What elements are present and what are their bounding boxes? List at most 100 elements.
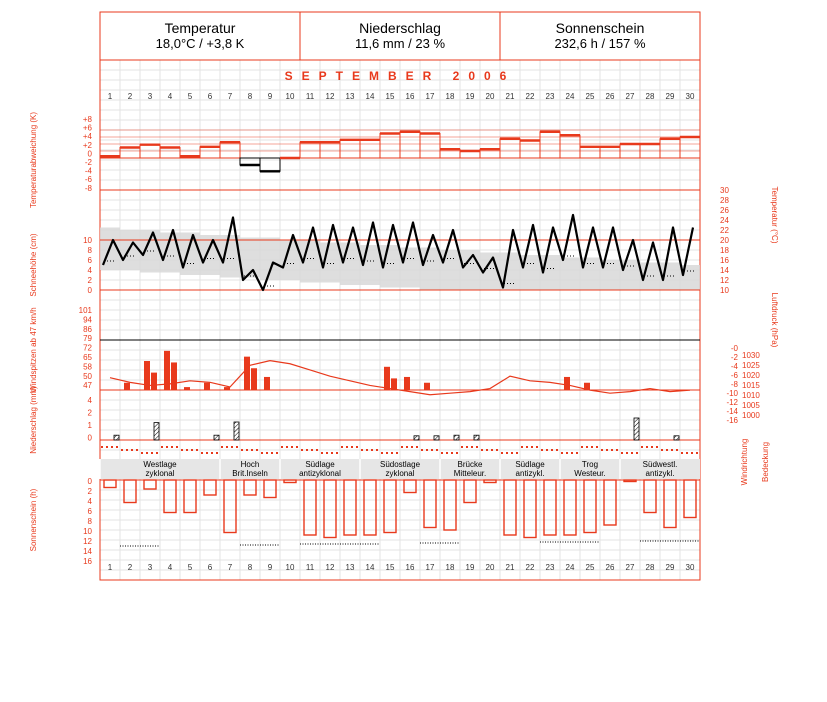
- temp-dev-bar: [399, 131, 421, 159]
- wind-direction-dot: [671, 449, 673, 451]
- header-sunshine-title: Sonnenschein: [555, 20, 645, 36]
- precip-bar: [453, 434, 460, 441]
- sun-bar: [503, 479, 517, 536]
- precip-bar: [113, 434, 120, 441]
- wind-direction-dot: [471, 446, 473, 448]
- wind-tick: 79: [83, 334, 92, 343]
- sun-bar: [363, 479, 377, 536]
- wind-direction-dot: [691, 452, 693, 454]
- wind-direction-dot: [196, 449, 198, 451]
- precip-bar: [673, 435, 680, 441]
- wind-bar: [391, 378, 397, 390]
- sun-bar: [103, 479, 117, 489]
- sun-tick: 8: [88, 517, 93, 526]
- wind-direction-dot: [501, 452, 503, 454]
- temp-dev-tick: +2: [83, 141, 93, 150]
- wind-direction-dot: [661, 449, 663, 451]
- wind-direction-dot: [411, 446, 413, 448]
- temp-dev-tick: -6: [85, 175, 93, 184]
- day-label-bottom: 10: [286, 563, 295, 572]
- snow-tick: 0: [88, 286, 93, 295]
- day-label-bottom: 13: [346, 563, 355, 572]
- temp-tick: 18: [720, 246, 729, 255]
- temp-line: [101, 213, 695, 292]
- sun-bar: [683, 479, 697, 519]
- wind-tick: 58: [83, 362, 92, 371]
- wind-direction-dot: [366, 449, 368, 451]
- temp-dev-tick: -2: [85, 158, 93, 167]
- wind-direction-dot: [206, 452, 208, 454]
- wind-direction-dot: [356, 446, 358, 448]
- wind-direction-dot: [311, 449, 313, 451]
- wind-direction-dot: [306, 449, 308, 451]
- wind-direction-dot: [426, 449, 428, 451]
- wind-direction-dot: [276, 452, 278, 454]
- pressure-dev-tick: -8: [731, 380, 739, 389]
- day-label-bottom: 22: [526, 563, 535, 572]
- weather-type-label: Brit.Inseln: [232, 469, 268, 478]
- day-label-top: 24: [566, 92, 575, 101]
- day-label-bottom: 17: [426, 563, 435, 572]
- wind-direction-dot: [591, 446, 593, 448]
- sun-bar: [463, 479, 477, 504]
- wind-direction-dot: [126, 449, 128, 451]
- weather-type-label: zyklonal: [146, 469, 175, 478]
- precip-bar: [473, 434, 480, 441]
- day-label-top: 3: [148, 92, 153, 101]
- wind-direction-dot: [236, 446, 238, 448]
- precip-tick: 2: [88, 409, 93, 418]
- wind-direction-dot: [331, 452, 333, 454]
- day-label-top: 21: [506, 92, 515, 101]
- precip-bar: [633, 417, 640, 441]
- day-label-top: 25: [586, 92, 595, 101]
- temp-dev-axis-label: Temperaturabweichung (K): [29, 112, 38, 208]
- wind-direction-dot: [651, 446, 653, 448]
- temp-dev-bar: [499, 138, 521, 159]
- pressure-line: [109, 360, 691, 396]
- wind-direction-dot: [256, 449, 258, 451]
- wind-direction-dot: [101, 446, 103, 448]
- temp-dev-bar: [579, 146, 601, 159]
- day-label-top: 11: [306, 92, 315, 101]
- wind-direction-dot: [211, 452, 213, 454]
- day-label-top: 18: [446, 92, 455, 101]
- wind-direction-dot: [336, 452, 338, 454]
- wind-direction-dot: [141, 452, 143, 454]
- day-label-bottom: 4: [168, 563, 173, 572]
- day-label-top: 12: [326, 92, 335, 101]
- wind-direction-dot: [601, 449, 603, 451]
- day-label-top: 16: [406, 92, 415, 101]
- pressure-tick: 1010: [742, 391, 760, 400]
- wind-direction-dot: [361, 449, 363, 451]
- wind-direction-dot: [586, 446, 588, 448]
- day-label-top: 9: [268, 92, 273, 101]
- sun-bar: [623, 479, 637, 483]
- day-label-top: 4: [168, 92, 173, 101]
- wind-direction-dot: [241, 449, 243, 451]
- wind-direction-dot: [291, 446, 293, 448]
- sun-bar: [303, 479, 317, 536]
- weather-type-label: Hoch: [241, 460, 260, 469]
- wind-direction-dot: [646, 446, 648, 448]
- weather-type-band: [100, 459, 700, 479]
- wind-direction-dot: [606, 449, 608, 451]
- wind-direction-dot: [221, 446, 223, 448]
- wind-direction-dot: [696, 452, 698, 454]
- precip-bar: [233, 421, 240, 441]
- wind-bar: [251, 368, 257, 390]
- day-label-bottom: 25: [586, 563, 595, 572]
- day-label-top: 19: [466, 92, 475, 101]
- snow-tick: 8: [88, 246, 93, 255]
- header-sunshine: Sonnenschein 232,6 h / 157 %: [500, 12, 700, 58]
- wind-direction-dot: [506, 452, 508, 454]
- sun-bar: [163, 479, 177, 514]
- temp-dev-bar: [199, 146, 221, 159]
- day-label-bottom: 19: [466, 563, 475, 572]
- sun-tick: 10: [83, 527, 92, 536]
- wind-tick: 101: [79, 306, 93, 315]
- pressure-dev-tick: -16: [726, 416, 738, 425]
- day-label-top: 1: [108, 92, 113, 101]
- temp-dev-tick: +4: [83, 132, 93, 141]
- temp-tick: 10: [720, 286, 729, 295]
- sun-bar: [423, 479, 437, 529]
